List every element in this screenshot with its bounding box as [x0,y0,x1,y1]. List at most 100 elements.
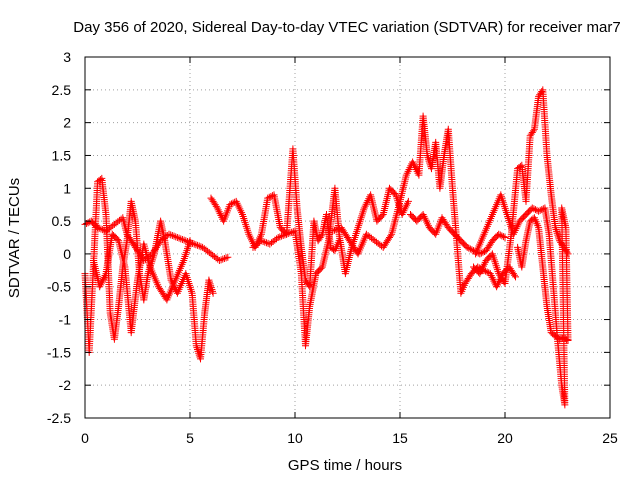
data-point [535,207,543,215]
data-point [512,273,519,281]
data-point [199,243,207,251]
data-point [245,230,253,238]
data-point [436,184,444,192]
data-point [501,279,509,287]
data-point [461,279,469,287]
data-point [123,237,131,245]
data-point [535,92,543,100]
data-point [94,178,102,186]
data-point [297,270,305,278]
data-point [386,184,393,192]
data-point [205,276,213,284]
y-tick-label: -0.5 [47,279,71,295]
data-point [226,201,234,209]
chart-title: Day 356 of 2020, Sidereal Day-to-day VTE… [73,19,620,36]
data-point [257,230,265,238]
data-point [209,289,217,297]
data-point [110,220,118,228]
data-point [444,224,452,232]
data-point [423,151,431,159]
data-point [556,335,564,343]
data-point [239,211,246,219]
data-point [476,270,484,278]
data-point [302,342,309,350]
data-point [497,191,505,199]
data-point [329,227,337,235]
data-point [488,211,496,219]
data-point [432,230,440,238]
data-point [495,270,503,278]
data-point [161,237,169,245]
x-tick-label: 20 [497,430,513,446]
y-tick-label: 3 [63,49,71,65]
data-point [526,217,534,225]
data-point [115,237,123,245]
y-tick-label: 2 [63,115,71,131]
series-satellite-track-f [329,112,519,297]
x-tick-label: 5 [186,430,194,446]
data-point [522,237,530,245]
series-trace [330,114,518,295]
data-point [503,211,511,219]
y-tick-label: 2.5 [52,82,72,98]
data-point [257,237,265,245]
x-tick-label: 0 [81,430,89,446]
data-point [488,250,496,258]
data-point [402,171,410,179]
data-point [398,211,406,219]
data-point [360,204,368,212]
data-point [558,381,566,389]
data-point [371,237,379,245]
data-point [419,211,427,219]
data-point [522,197,530,205]
data-point [367,191,375,199]
data-point [119,214,127,222]
data-point [518,263,526,271]
data-point [470,263,477,271]
data-point [134,276,141,284]
data-point [362,230,370,238]
series-satellite-track-j [514,214,572,345]
data-point [467,270,475,278]
data-point [289,145,297,153]
data-point [413,217,421,225]
data-point [150,250,158,258]
x-tick-label: 10 [287,430,303,446]
data-point [396,197,404,205]
data-point [509,230,517,238]
series-satellite-track-g [407,211,509,258]
data-point [488,237,496,245]
data-point [127,197,135,205]
data-point [283,230,291,238]
data-point [526,132,534,140]
data-point [501,234,509,241]
data-point [354,250,362,258]
data-point [415,171,423,179]
data-point [306,302,314,310]
data-point [102,211,110,219]
data-point [493,283,501,291]
data-point [331,247,339,255]
data-point [514,243,522,251]
data-point [379,211,387,219]
data-point [213,204,221,212]
data-point [543,151,551,159]
x-axis-label: GPS time / hours [288,457,402,474]
data-point [404,197,412,205]
data-point [346,237,354,245]
data-point [171,276,179,284]
data-point [335,230,343,238]
data-point [264,194,272,202]
data-point [274,234,282,241]
data-point [144,270,152,278]
data-point [89,256,97,264]
data-point [562,224,570,232]
data-point [318,263,326,271]
data-point [293,204,301,212]
x-tick-label: 25 [602,430,618,446]
data-point [173,234,181,241]
data-point [392,191,400,199]
y-tick-label: 1 [63,180,71,196]
data-point [173,289,181,297]
